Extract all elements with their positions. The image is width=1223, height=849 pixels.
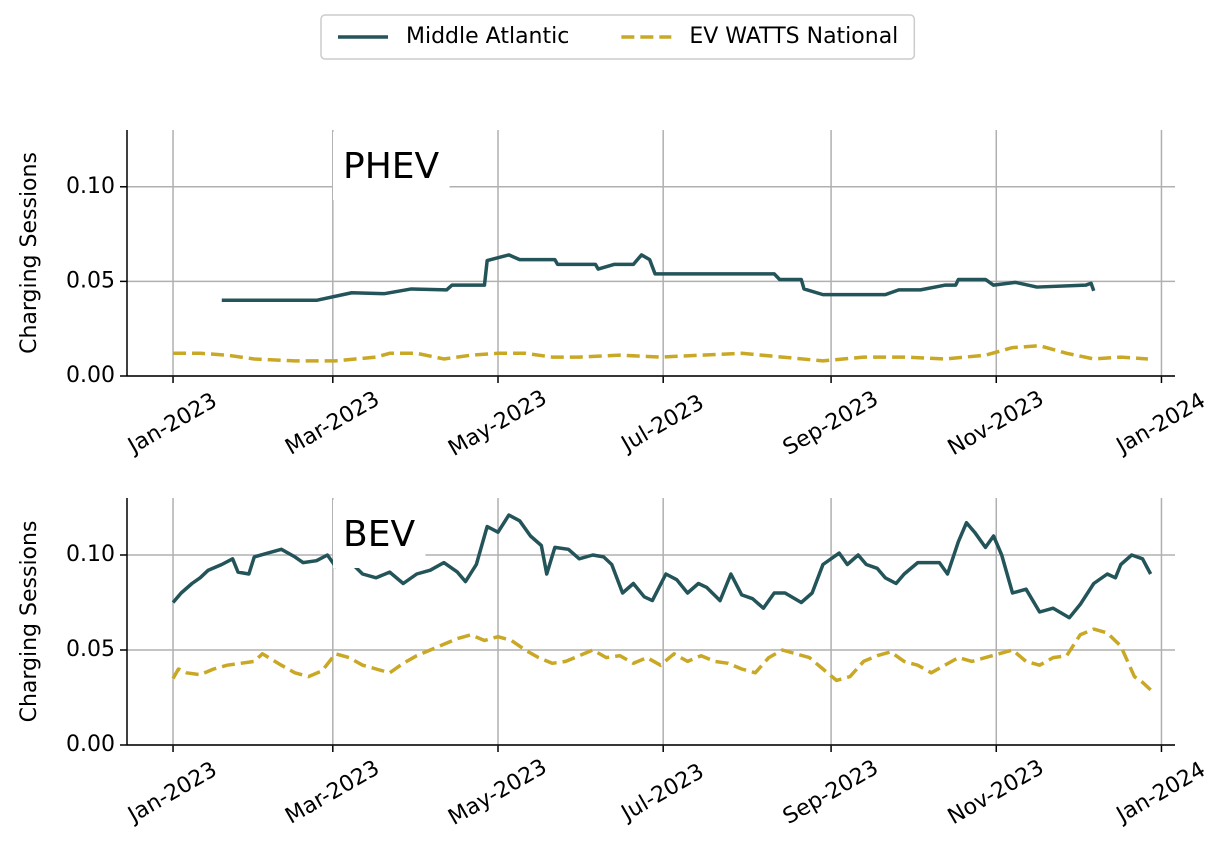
x-tick-label: Jul-2023 xyxy=(616,390,709,458)
y-tick-label: 0.10 xyxy=(66,542,115,567)
x-tick-label: Jan-2023 xyxy=(122,388,221,460)
x-tick-label: Jan-2024 xyxy=(1111,757,1210,829)
title-box xyxy=(333,500,426,568)
x-tick-label: Jan-2024 xyxy=(1111,388,1210,460)
legend-frame xyxy=(320,14,916,60)
x-tick-label: May-2023 xyxy=(444,385,551,461)
x-tick-label: May-2023 xyxy=(444,754,551,830)
series-line xyxy=(173,343,1149,363)
legend-label: EV WATTS National xyxy=(689,24,898,49)
x-tick-label: Jan-2023 xyxy=(122,757,221,829)
y-tick-label: 0.10 xyxy=(66,174,115,199)
y-tick-label: 0.00 xyxy=(66,363,115,388)
series-line xyxy=(221,253,1096,303)
legend-label: Middle Atlantic xyxy=(406,24,569,49)
x-tick-label: Mar-2023 xyxy=(281,387,384,461)
x-tick-label: Nov-2023 xyxy=(944,755,1049,830)
y-tick-label: 0.00 xyxy=(66,732,115,757)
panel-title: PHEV xyxy=(343,146,440,187)
x-tick-label: Mar-2023 xyxy=(281,756,384,830)
x-tick-label: Sep-2023 xyxy=(779,755,883,829)
y-axis-label: Charging Sessions xyxy=(17,152,42,354)
y-tick-label: 0.05 xyxy=(66,637,115,662)
y-tick-label: 0.05 xyxy=(66,268,115,293)
series-line xyxy=(171,513,1153,620)
x-tick-label: Nov-2023 xyxy=(944,386,1049,461)
series-line xyxy=(171,627,1152,692)
title-box xyxy=(333,132,450,200)
x-tick-label: Sep-2023 xyxy=(779,386,883,460)
y-axis-label: Charging Sessions xyxy=(17,521,42,723)
panel-title: BEV xyxy=(343,514,415,555)
legend: Middle Atlantic EV WATTS National xyxy=(320,14,916,60)
x-tick-label: Jul-2023 xyxy=(616,759,709,827)
